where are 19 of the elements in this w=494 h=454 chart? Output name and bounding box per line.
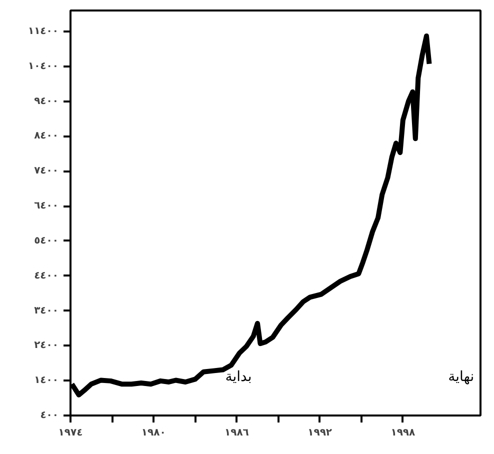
- x-tick-label: ١٩٩٢: [308, 428, 332, 438]
- y-tick-label: ٨٤٠٠: [34, 130, 59, 142]
- y-tick-label: ١٤٠٠: [34, 375, 59, 386]
- y-tick-label: ٤٤٠٠: [34, 270, 59, 282]
- y-tick-label: ٣٤٠٠: [34, 305, 59, 316]
- y-tick-label: ١٠٤٠٠: [28, 60, 59, 72]
- x-tick-label: ١٩٨٦: [224, 428, 249, 438]
- x-tick-label: ١٩٧٤: [58, 428, 83, 438]
- annotation: نهاية: [448, 369, 474, 386]
- y-tick-label: ٦٤٠٠: [34, 200, 59, 212]
- y-tick-label: ٩٤٠٠: [34, 96, 59, 107]
- y-tick-label: ٤٠٠: [40, 410, 58, 421]
- annotation: بداية: [225, 369, 252, 386]
- x-tick-label: ١٩٩٨: [390, 428, 416, 438]
- x-tick-label: ١٩٨٠: [141, 428, 166, 438]
- y-tick-label: ٥٤٠٠: [34, 235, 59, 246]
- y-tick-label: ١١٤٠٠: [28, 26, 59, 37]
- y-tick-label: ٧٤٠٠: [34, 166, 59, 177]
- y-tick-label: ٢٤٠٠: [34, 340, 59, 352]
